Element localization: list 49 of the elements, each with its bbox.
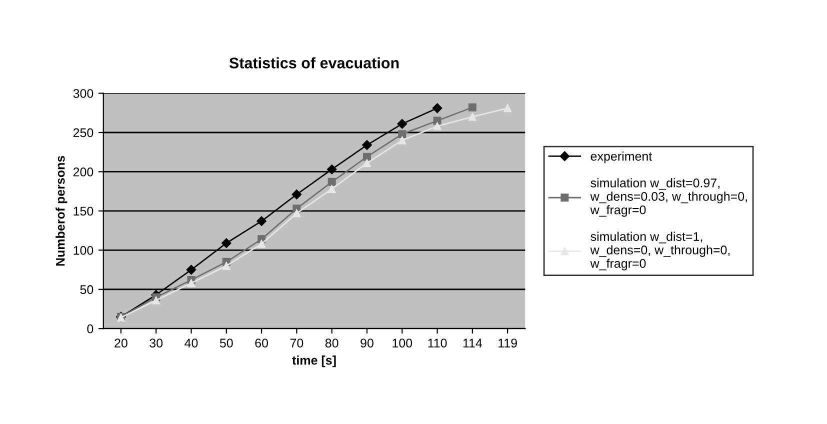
- y-tick-label: 200: [73, 168, 94, 176]
- y-tick-label: 250: [73, 128, 94, 138]
- x-tick-label: 50: [220, 338, 233, 348]
- point: [468, 103, 476, 112]
- point: [362, 159, 371, 168]
- x-tick-label: 30: [150, 338, 163, 348]
- point: [186, 264, 196, 275]
- point: [222, 262, 230, 270]
- point: [256, 216, 266, 226]
- y-tick-label: 0: [87, 324, 94, 334]
- legend-label: experiment: [590, 152, 652, 164]
- point: [433, 122, 442, 130]
- point: [397, 118, 408, 129]
- point: [362, 140, 372, 150]
- point: [468, 112, 476, 121]
- x-tick-label: 119: [498, 338, 517, 348]
- y-tick-label: 50: [80, 285, 94, 294]
- x-tick-label: 70: [290, 338, 304, 348]
- point: [398, 136, 406, 144]
- x-tick-label: 100: [392, 338, 412, 348]
- point: [292, 209, 301, 218]
- x-tick-label: 90: [360, 338, 374, 348]
- point: [187, 279, 196, 288]
- y-axis-title: Numberof persons: [56, 156, 68, 266]
- y-tick-label: 150: [74, 206, 94, 216]
- point: [152, 296, 160, 304]
- legend-label: simulation w_dist=0.97, w_dens=0.03, w_through=0, w_fragr=0: [590, 178, 747, 217]
- point: [221, 238, 232, 248]
- point: [326, 164, 337, 174]
- legend-label: simulation w_dist=1, w_dens=0, w_through=0, w_fragr=0: [590, 232, 730, 270]
- x-tick-label: 110: [428, 338, 447, 348]
- point: [432, 103, 442, 114]
- x-tick-label: 20: [114, 338, 128, 348]
- y-tick-label: 300: [73, 89, 94, 98]
- point: [362, 152, 371, 161]
- point: [328, 178, 336, 186]
- point: [328, 184, 336, 193]
- x-axis-title: time [s]: [292, 356, 336, 368]
- point: [292, 190, 302, 200]
- point: [398, 130, 406, 138]
- x-tick-label: 60: [255, 338, 268, 348]
- point: [433, 116, 442, 125]
- point: [504, 104, 512, 112]
- x-tick-label: 114: [463, 338, 482, 348]
- point: [258, 240, 266, 248]
- x-tick-label: 40: [184, 338, 198, 348]
- x-tick-label: 80: [325, 338, 338, 348]
- chart-title: Statistics of evacuation: [229, 57, 399, 68]
- y-tick-label: 100: [74, 246, 94, 255]
